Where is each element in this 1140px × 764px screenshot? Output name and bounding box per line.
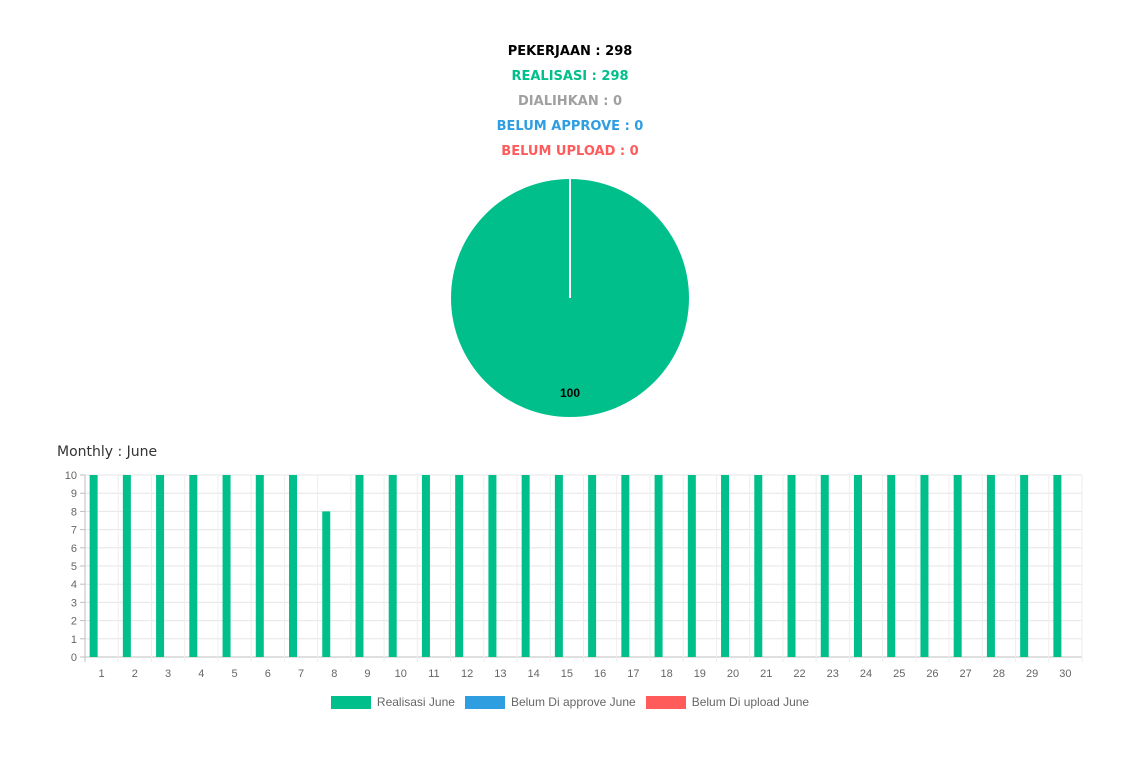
bar-26[interactable] [920, 475, 929, 657]
bar-24[interactable] [853, 475, 862, 657]
x-tick-label: 18 [660, 668, 672, 680]
x-tick-label: 15 [561, 668, 573, 680]
bar-15[interactable] [554, 475, 563, 657]
x-tick-label: 2 [132, 668, 138, 680]
bar-21[interactable] [754, 475, 763, 657]
bar-30[interactable] [1053, 475, 1062, 657]
bar-23[interactable] [820, 475, 829, 657]
x-tick-label: 17 [627, 668, 639, 680]
y-tick-label: 2 [71, 616, 77, 628]
summary-stats: PEKERJAAN : 298 REALISASI : 298 DIALIHKA… [0, 42, 1140, 167]
bar-7[interactable] [289, 475, 298, 657]
bar-1[interactable] [89, 475, 98, 657]
x-tick-label: 21 [760, 668, 772, 680]
bar-6[interactable] [255, 475, 264, 657]
bar-2[interactable] [122, 475, 131, 657]
x-tick-label: 9 [364, 668, 370, 680]
bar-25[interactable] [887, 475, 896, 657]
legend-label-belum-approve: Belum Di approve June [510, 695, 636, 709]
y-tick-label: 4 [71, 579, 77, 591]
x-tick-label: 10 [395, 668, 407, 680]
x-tick-label: 8 [331, 668, 337, 680]
stat-dialihkan: DIALIHKAN : 0 [518, 94, 622, 109]
bar-13[interactable] [488, 475, 497, 657]
x-tick-label: 29 [1026, 668, 1038, 680]
stat-realisasi: REALISASI : 298 [511, 69, 629, 84]
bar-8[interactable] [322, 511, 331, 657]
y-tick-label: 9 [71, 488, 77, 500]
bar-27[interactable] [953, 475, 962, 657]
y-tick-label: 7 [71, 525, 77, 537]
y-tick-label: 10 [65, 470, 77, 482]
bar-11[interactable] [421, 475, 430, 657]
bar-5[interactable] [222, 475, 231, 657]
x-tick-label: 27 [960, 668, 972, 680]
x-tick-label: 6 [265, 668, 271, 680]
y-tick-label: 1 [71, 634, 77, 646]
y-tick-label: 5 [71, 561, 77, 573]
monthly-chart-title: Monthly : June [57, 444, 158, 460]
y-tick-label: 6 [71, 543, 77, 555]
x-tick-label: 28 [993, 668, 1005, 680]
pie-data-label: 100 [560, 386, 580, 400]
chart-legend: Realisasi June Belum Di approve June Bel… [0, 695, 1140, 709]
bar-9[interactable] [355, 475, 364, 657]
legend-item-realisasi[interactable]: Realisasi June [330, 695, 455, 709]
bar-18[interactable] [654, 475, 663, 657]
x-tick-label: 3 [165, 668, 171, 680]
bar-14[interactable] [521, 475, 530, 657]
x-tick-label: 7 [298, 668, 304, 680]
y-tick-label: 0 [71, 652, 77, 664]
bar-12[interactable] [455, 475, 464, 657]
x-tick-label: 25 [893, 668, 905, 680]
x-tick-label: 14 [528, 668, 540, 680]
pie-chart: 100 [451, 179, 689, 417]
bar-10[interactable] [388, 475, 397, 657]
bar-4[interactable] [189, 475, 198, 657]
y-tick-label: 8 [71, 506, 77, 518]
legend-swatch-realisasi [330, 695, 371, 709]
legend-label-realisasi: Realisasi June [376, 695, 455, 709]
bar-28[interactable] [986, 475, 995, 657]
x-tick-label: 19 [694, 668, 706, 680]
x-tick-label: 23 [827, 668, 839, 680]
legend-swatch-belum-upload [645, 695, 686, 709]
stat-pekerjaan: PEKERJAAN : 298 [507, 44, 633, 59]
stat-belum-upload: BELUM UPLOAD : 0 [501, 144, 639, 159]
x-tick-label: 12 [461, 668, 473, 680]
legend-item-belum-approve[interactable]: Belum Di approve June [464, 695, 636, 709]
bar-17[interactable] [621, 475, 630, 657]
legend-swatch-belum-approve [464, 695, 505, 709]
x-tick-label: 4 [198, 668, 204, 680]
x-tick-label: 22 [793, 668, 805, 680]
bar-29[interactable] [1020, 475, 1029, 657]
bar-19[interactable] [687, 475, 696, 657]
x-tick-label: 24 [860, 668, 872, 680]
x-tick-label: 5 [231, 668, 237, 680]
x-tick-label: 26 [926, 668, 938, 680]
legend-item-belum-upload[interactable]: Belum Di upload June [645, 695, 810, 709]
bar-16[interactable] [588, 475, 597, 657]
bar-20[interactable] [721, 475, 730, 657]
x-tick-label: 30 [1059, 668, 1071, 680]
legend-label-belum-upload: Belum Di upload June [691, 695, 810, 709]
bar-3[interactable] [156, 475, 165, 657]
x-tick-label: 13 [494, 668, 506, 680]
bar-22[interactable] [787, 475, 796, 657]
y-tick-label: 3 [71, 597, 77, 609]
stat-belum-approve: BELUM APPROVE : 0 [496, 119, 644, 134]
x-tick-label: 20 [727, 668, 739, 680]
x-tick-label: 11 [428, 668, 439, 680]
x-tick-label: 16 [594, 668, 606, 680]
x-tick-label: 1 [99, 668, 105, 680]
